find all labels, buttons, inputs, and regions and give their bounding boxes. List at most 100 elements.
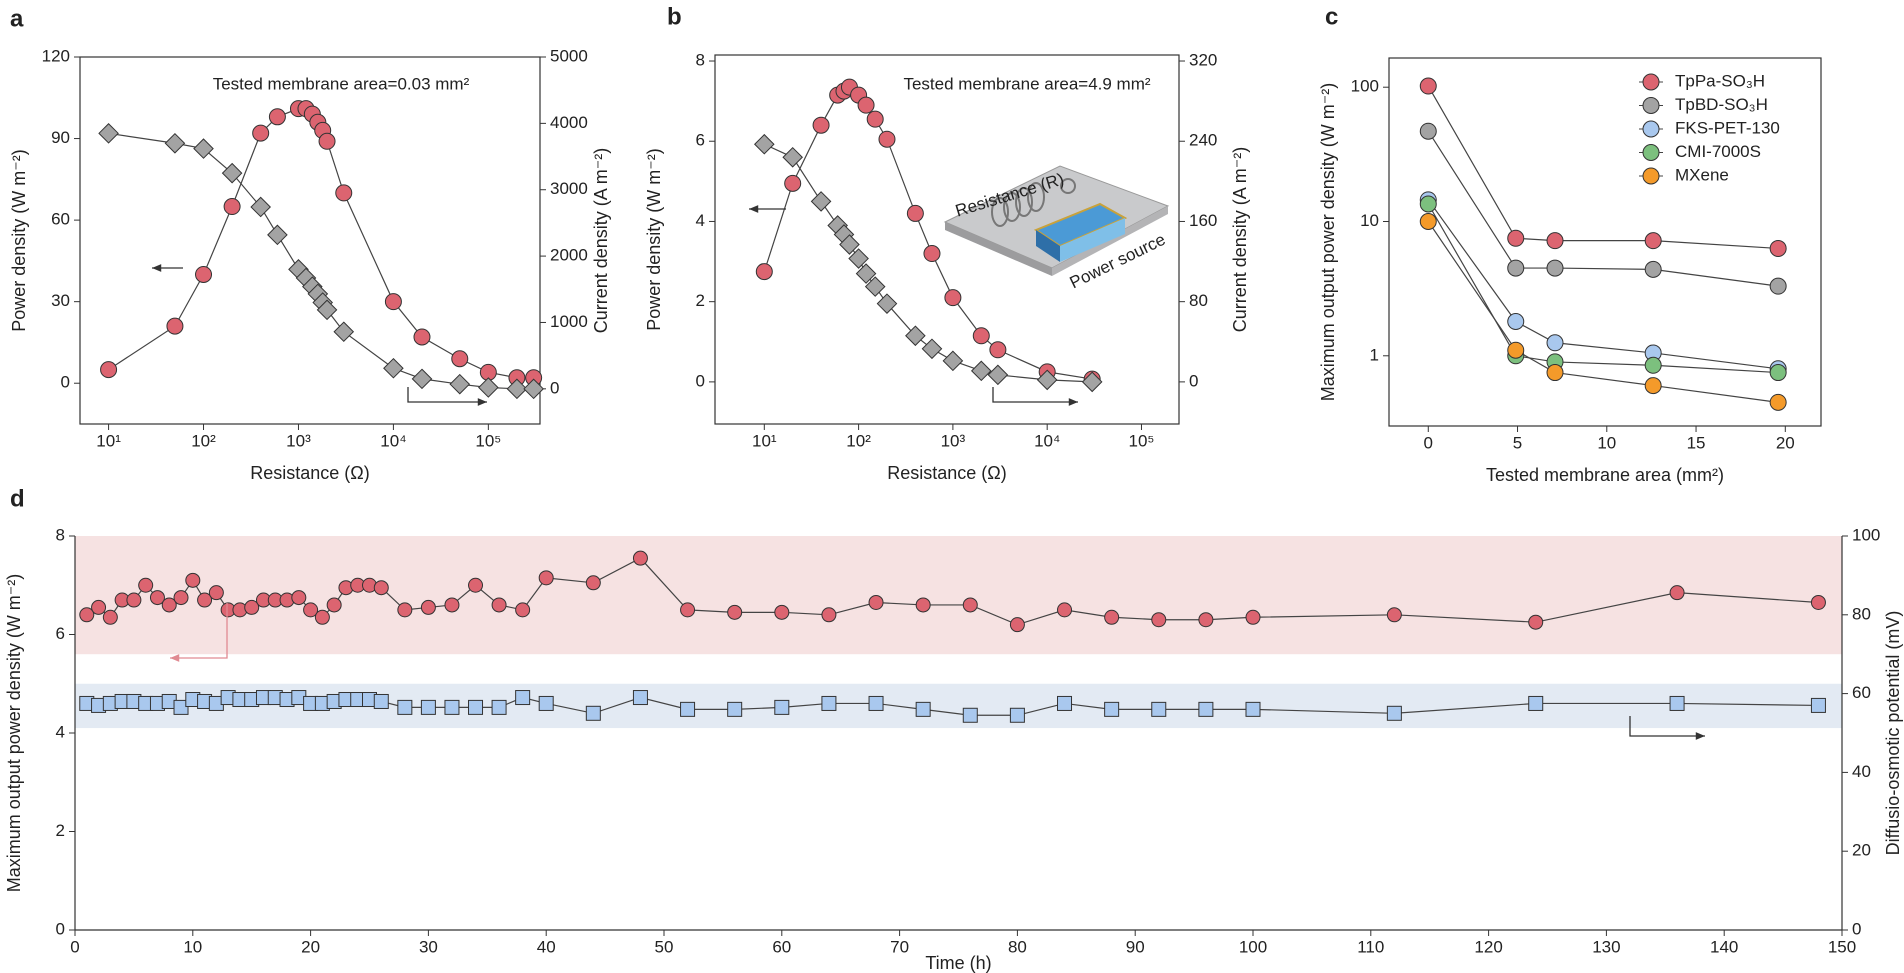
y-tick-label: 120 <box>42 46 70 65</box>
marker <box>962 597 978 613</box>
y2-tick-label: 80 <box>1852 604 1871 623</box>
marker <box>413 328 431 346</box>
marker <box>223 198 241 216</box>
marker <box>821 695 837 711</box>
marker <box>753 133 775 155</box>
marker <box>1104 701 1120 717</box>
y2-tick-label: 80 <box>1189 291 1208 310</box>
x-tick-label: 150 <box>1828 937 1856 956</box>
marker <box>1644 260 1662 278</box>
marker <box>268 108 286 126</box>
axis-arrow <box>170 603 228 659</box>
panel-label: d <box>10 485 25 512</box>
arrow-head <box>477 398 487 406</box>
x-tick-label: 90 <box>1126 937 1145 956</box>
x-tick-label: 40 <box>537 937 556 956</box>
marker <box>1419 122 1437 140</box>
marker <box>868 594 884 610</box>
y2-tick-label: 320 <box>1189 51 1217 70</box>
marker <box>515 602 531 618</box>
marker <box>1057 695 1073 711</box>
marker <box>782 146 803 168</box>
marker <box>632 690 648 706</box>
y2-tick-label: 20 <box>1852 841 1871 860</box>
marker <box>915 597 931 613</box>
marker <box>1546 232 1564 250</box>
marker <box>397 602 413 618</box>
marker <box>1151 701 1167 717</box>
marker <box>868 695 884 711</box>
inset-plate-edge <box>1052 206 1168 276</box>
x-tick-label: 50 <box>655 937 674 956</box>
marker <box>962 707 978 723</box>
y2-tick-label: 160 <box>1189 211 1217 230</box>
marker <box>1151 612 1167 628</box>
marker <box>1009 707 1025 723</box>
marker <box>1546 364 1564 382</box>
marker <box>102 609 118 625</box>
arrow-head <box>749 205 759 213</box>
marker <box>197 592 213 608</box>
legend-marker <box>1642 73 1660 91</box>
legend-label: MXene <box>1675 165 1729 184</box>
marker <box>1057 602 1073 618</box>
marker <box>857 96 875 114</box>
marker <box>173 590 189 606</box>
y-tick-label: 30 <box>51 291 70 310</box>
series-line <box>108 132 534 390</box>
x-tick-label: 10⁴ <box>380 431 406 450</box>
marker <box>538 695 554 711</box>
y2-axis-title: Diffusio-osmotic potential (mV) <box>1883 611 1903 856</box>
y-axis-title: Power density (W m⁻²) <box>9 149 29 332</box>
marker <box>1419 195 1437 213</box>
legend-label: TpBD-SO₃H <box>1675 95 1768 114</box>
marker <box>252 124 270 142</box>
marker <box>1507 259 1525 277</box>
x-tick-label: 20 <box>1776 433 1795 452</box>
marker <box>1644 356 1662 374</box>
marker <box>784 174 802 192</box>
marker <box>1104 609 1120 625</box>
marker <box>335 184 353 202</box>
y-tick-label: 10 <box>1360 211 1379 230</box>
marker <box>1081 371 1103 393</box>
marker <box>523 378 544 400</box>
marker <box>848 248 869 269</box>
y2-tick-label: 40 <box>1852 762 1871 781</box>
x-tick-label: 10⁴ <box>1034 431 1060 450</box>
marker <box>1644 377 1662 395</box>
marker <box>149 590 165 606</box>
y2-tick-label: 4000 <box>550 113 588 132</box>
x-tick-label: 10⁵ <box>1128 431 1154 450</box>
x-tick-label: 30 <box>419 937 438 956</box>
marker <box>1546 259 1564 277</box>
marker <box>821 607 837 623</box>
marker <box>314 609 330 625</box>
x-tick-label: 110 <box>1357 937 1384 956</box>
x-tick-label: 10 <box>1597 433 1616 452</box>
y-tick-label: 1 <box>1370 345 1379 364</box>
marker <box>221 162 243 184</box>
x-tick-label: 10³ <box>286 431 311 450</box>
marker <box>774 699 790 715</box>
marker <box>989 341 1007 359</box>
x-tick-label: 10² <box>191 431 216 450</box>
y2-tick-label: 0 <box>550 378 559 397</box>
marker <box>1386 607 1402 623</box>
marker <box>91 599 107 615</box>
marker <box>98 123 119 144</box>
x-tick-label: 10² <box>846 431 871 450</box>
y-tick-label: 6 <box>696 131 705 150</box>
x-axis-title: Time (h) <box>925 953 991 973</box>
marker <box>291 590 307 606</box>
marker <box>444 699 460 715</box>
y-tick-label: 2 <box>56 821 65 840</box>
x-tick-label: 0 <box>1424 433 1433 452</box>
marker <box>864 276 886 297</box>
legend-label: CMI-7000S <box>1675 142 1761 161</box>
y-tick-label: 6 <box>56 624 65 643</box>
marker <box>303 602 319 618</box>
y-tick-label: 100 <box>1351 77 1379 96</box>
marker <box>316 299 338 321</box>
